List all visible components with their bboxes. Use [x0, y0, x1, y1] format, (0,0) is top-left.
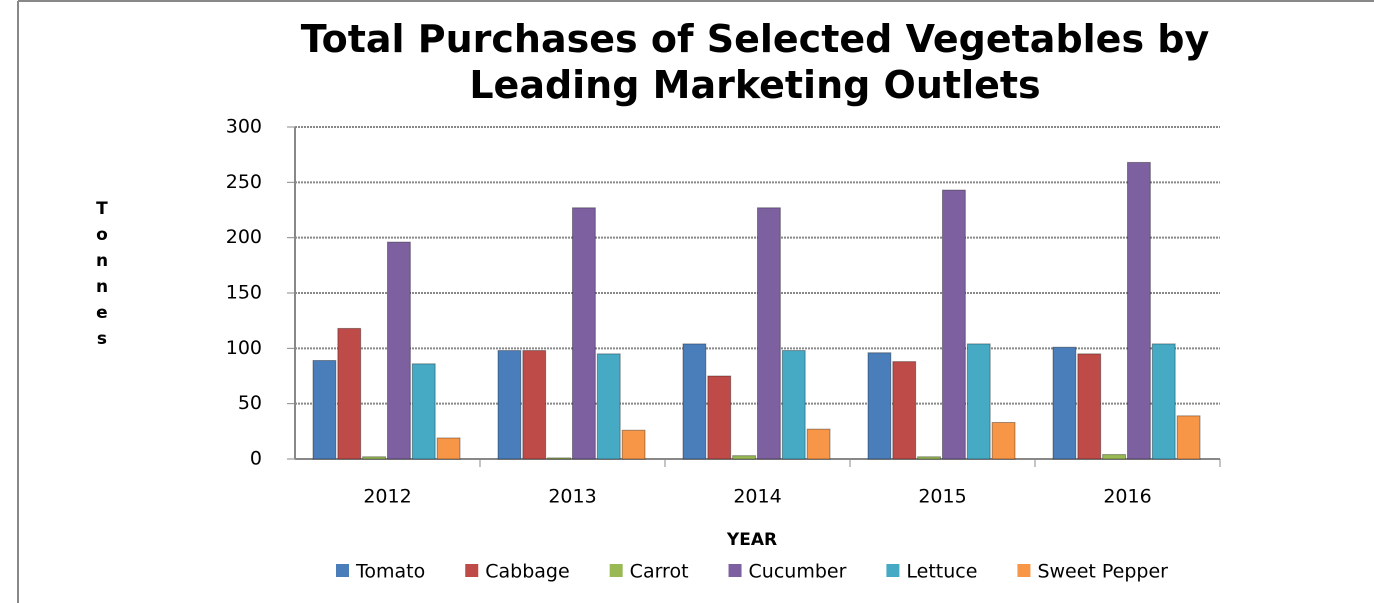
bar	[411, 363, 436, 460]
x-tick-label: 2016	[1103, 486, 1151, 508]
bar	[596, 353, 621, 460]
bar	[732, 455, 757, 460]
bar	[497, 350, 522, 460]
legend-label: Cucumber	[749, 561, 847, 583]
x-tick-label: 2015	[918, 486, 966, 508]
bar	[621, 429, 646, 460]
bar	[806, 428, 831, 460]
y-tick-label: 300	[226, 116, 262, 138]
x-axis-label: YEAR	[726, 530, 777, 550]
y-tick-label: 150	[226, 282, 262, 304]
bar	[312, 360, 337, 460]
legend-swatch	[886, 564, 900, 577]
y-tick-label: 250	[226, 171, 262, 193]
bar	[1176, 415, 1201, 460]
bar	[337, 327, 362, 460]
y-tick-label: 100	[226, 337, 262, 359]
legend-swatch	[1017, 564, 1031, 577]
legend-label: Cabbage	[485, 561, 569, 583]
bar	[991, 421, 1016, 460]
legend-swatch	[336, 564, 349, 577]
bar	[362, 456, 386, 460]
y-axis-label: Tonnes	[96, 199, 109, 349]
bar	[1151, 343, 1176, 460]
x-tick-label: 2013	[548, 486, 596, 508]
bar	[1127, 161, 1151, 460]
x-tick-label: 2012	[363, 486, 411, 508]
bar	[547, 457, 572, 460]
bar	[966, 343, 991, 460]
bar	[892, 361, 917, 460]
legend-swatch	[465, 564, 479, 577]
x-tick-label: 2014	[733, 486, 781, 508]
legend-swatch	[609, 564, 623, 577]
bar	[1077, 353, 1102, 460]
chart-title: Total Purchases of Selected Vegetables b…	[300, 17, 1210, 107]
bar	[757, 207, 781, 460]
y-tick-label: 200	[226, 226, 262, 248]
legend-label: Sweet Pepper	[1037, 561, 1168, 583]
bar	[436, 437, 461, 460]
bar	[387, 241, 411, 460]
bar	[682, 343, 707, 460]
y-tick-label: 50	[238, 392, 262, 414]
bar	[1052, 346, 1077, 460]
y-tick-label: 0	[250, 448, 262, 470]
legend-label: Tomato	[355, 561, 425, 583]
legend-swatch	[728, 564, 742, 577]
bar	[942, 189, 966, 460]
bar	[867, 352, 892, 460]
legend-label: Carrot	[630, 561, 689, 583]
bar	[522, 350, 547, 460]
bar	[781, 350, 806, 460]
bar	[707, 375, 732, 460]
legend-label: Lettuce	[906, 561, 977, 583]
bar	[1102, 454, 1126, 460]
bar	[572, 207, 596, 460]
bar	[917, 456, 942, 460]
